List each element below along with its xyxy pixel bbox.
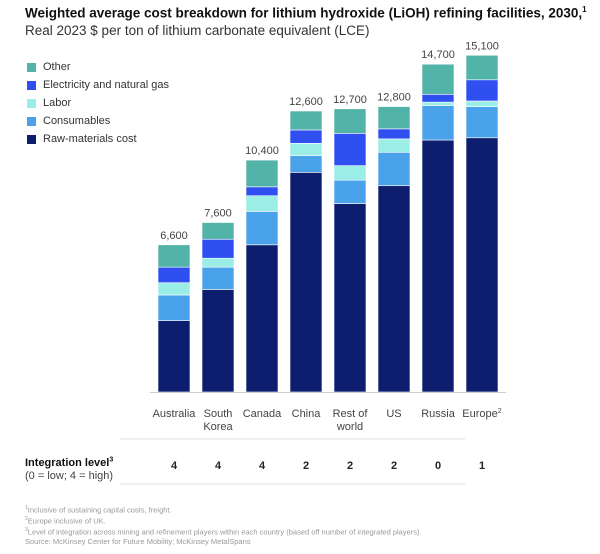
footnote: 1Inclusive of sustaining capital costs, … [25,505,172,515]
total-label: 12,800 [377,92,411,104]
total-label: 14,700 [421,49,455,61]
bar-segment [377,138,411,153]
bar-segment [333,165,367,181]
total-label: 12,600 [289,96,323,108]
legend-swatch [27,62,36,72]
bar-segment [157,320,191,393]
total-label: 12,700 [333,94,367,106]
bar-segment [465,54,499,81]
bar-segment [465,100,499,107]
legend-swatch [27,80,36,90]
integration-value: 2 [347,460,353,472]
bar-segment [377,185,411,393]
legend: Other Electricity and natural gas Labor Con… [27,58,169,148]
total-label: 10,400 [245,145,279,157]
bar-segment [201,257,235,268]
bar-segment [377,151,411,187]
legend-label: Electricity and natural gas [43,79,169,91]
bar-segment [157,244,191,268]
bar-segment [245,195,279,212]
bar-segment [333,108,367,134]
bar-segment [289,155,323,173]
bar-segment [157,282,191,296]
bar-segment [245,211,279,246]
bar-segment [201,289,235,393]
integration-value: 4 [259,460,266,472]
legend-item: Consumables [27,112,169,130]
bar-segment [465,106,499,139]
bar-segment [289,129,323,144]
category-label: South [204,408,233,420]
integration-value: 0 [435,460,441,472]
legend-label: Raw-materials cost [43,133,137,145]
legend-label: Consumables [43,115,111,127]
legend-item: Electricity and natural gas [27,76,169,94]
total-label: 7,600 [204,208,232,220]
bar-segment [157,266,191,284]
bar-segment [245,244,279,393]
category-label: Russia [421,408,456,420]
bar-segment [465,79,499,102]
bar-segment [289,110,323,131]
bar-segment [245,159,279,188]
category-label: Canada [243,408,282,420]
footnote: 3Level of integration across mining and … [25,527,422,537]
bar-segment [289,143,323,156]
bar-segment [377,106,411,130]
bar-segment [465,137,499,393]
category-label: China [292,408,322,420]
legend-label: Other [43,61,71,73]
integration-value: 2 [303,460,309,472]
bar-segment [201,266,235,290]
integration-value: 2 [391,460,397,472]
total-label: 6,600 [160,230,188,242]
bar-segment [333,179,367,204]
bar-segment [377,128,411,140]
bar-segment [245,186,279,197]
total-label: 15,100 [465,40,499,52]
legend-item: Other [27,58,169,76]
category-label: Europe2 [462,408,501,420]
legend-item: Raw-materials cost [27,130,169,148]
legend-label: Labor [43,97,72,109]
footnote: 2Europe inclusive of UK. [25,516,106,526]
legend-swatch [27,116,36,126]
legend-item: Labor [27,94,169,112]
integration-value: 4 [171,460,178,472]
bar-segment [421,63,455,95]
footnotes: 1Inclusive of sustaining capital costs, … [25,504,422,547]
legend-swatch [27,98,36,108]
bar-segment [421,93,455,103]
bar-segment [201,222,235,240]
category-label: US [386,408,401,420]
bar-segment [201,238,235,259]
bar-segment [421,101,455,106]
integration-level-label: Integration level3 (0 = low; 4 = high) [25,456,114,482]
integration-value: 4 [215,460,222,472]
bar-segment [421,105,455,141]
category-label: Australia [153,408,197,420]
bar-segment [333,133,367,166]
bar-segment [289,172,323,393]
integration-value: 1 [479,460,485,472]
category-label: world [336,421,363,433]
chart-title: Weighted average cost breakdown for lith… [25,5,587,21]
bar-segment [421,139,455,393]
legend-swatch [27,134,36,144]
chart-subtitle: Real 2023 $ per ton of lithium carbonate… [25,23,370,38]
bar-segment [333,203,367,393]
bar-segment [157,294,191,321]
category-label: Korea [203,421,233,433]
category-label: Rest of [333,408,369,420]
footnote: Source: McKinsey Center for Future Mobil… [25,537,251,546]
